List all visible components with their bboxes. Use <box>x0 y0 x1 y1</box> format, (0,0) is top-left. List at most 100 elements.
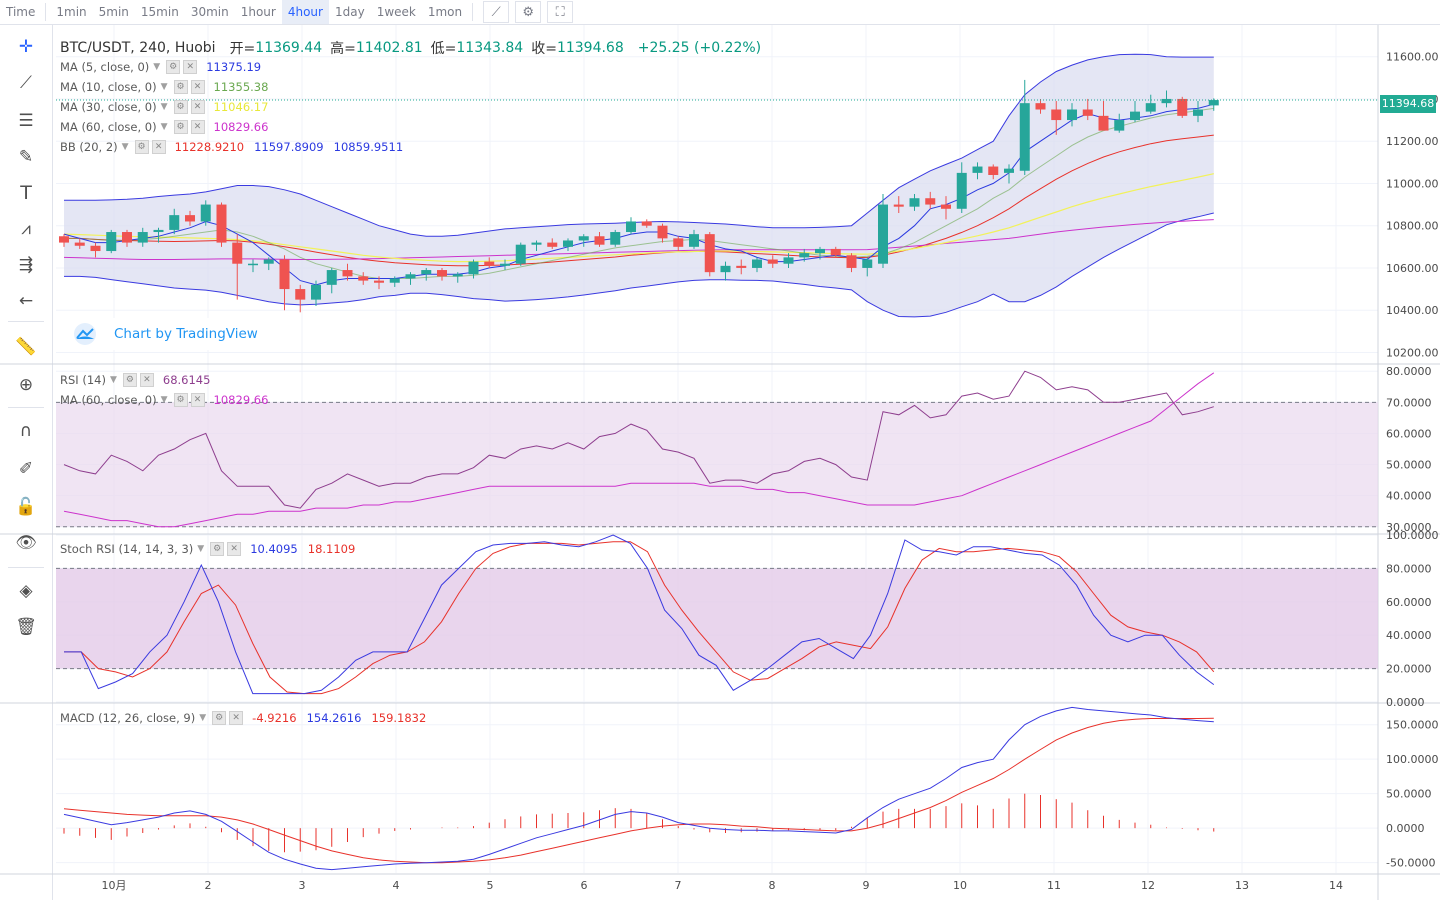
candle-body <box>626 221 636 233</box>
candle-body <box>232 242 243 264</box>
gear-icon[interactable]: ⚙ <box>173 100 188 114</box>
timeframe-time[interactable]: Time <box>6 5 36 19</box>
close-icon[interactable]: ✕ <box>190 120 205 134</box>
magnet-icon[interactable]: ∩ <box>19 421 33 441</box>
candle-body <box>783 257 794 264</box>
close-icon[interactable]: ✕ <box>139 373 154 387</box>
legend-ma60[interactable]: MA (60, close, 0) ▼ ⚙ ✕ 10829.66 <box>60 120 268 134</box>
close-icon[interactable]: ✕ <box>190 393 205 407</box>
close-icon[interactable]: ✕ <box>190 80 205 94</box>
legend-bb[interactable]: BB (20, 2) ▼ ⚙ ✕ 11228.9210 11597.8909 108… <box>60 140 403 154</box>
timeframe-1hour[interactable]: 1hour <box>240 5 276 19</box>
rsi-axis-label: 30.0000 <box>1386 521 1432 534</box>
chevron-down-icon[interactable]: ▼ <box>199 713 207 723</box>
close-icon[interactable]: ✕ <box>229 711 244 725</box>
timeframe-1day[interactable]: 1day <box>334 5 365 19</box>
fib-icon[interactable]: ☰ <box>18 111 34 131</box>
ma60-line <box>63 219 1214 260</box>
candle-body <box>610 232 621 245</box>
trend-line-icon[interactable]: ⟋ <box>20 73 32 93</box>
ruler-icon[interactable]: 📏 <box>15 337 37 357</box>
candle-body <box>815 248 825 254</box>
rsi-axis-label: 40.0000 <box>1386 490 1432 503</box>
rsi-band-fill <box>56 402 1378 527</box>
legend-stoch[interactable]: Stoch RSI (14, 14, 3, 3) ▼ ⚙ ✕ 10.4095 18.… <box>60 542 355 556</box>
candle-body <box>673 238 684 247</box>
legend-macd[interactable]: MACD (12, 26, close, 9) ▼ ⚙ ✕ -4.9216 154.… <box>60 711 426 725</box>
chevron-down-icon[interactable]: ▼ <box>153 62 161 72</box>
time-axis-label: 4 <box>393 879 400 892</box>
legend-ma30[interactable]: MA (30, close, 0) ▼ ⚙ ✕ 11046.17 <box>60 100 268 114</box>
candle-body <box>248 263 258 266</box>
eye-icon[interactable]: 👁 <box>15 533 37 553</box>
text-icon[interactable]: T <box>20 182 32 204</box>
fullscreen-icon[interactable]: ⛶ <box>547 1 574 23</box>
line-style-icon[interactable]: ⟋ <box>483 1 510 23</box>
timeframe-30min[interactable]: 30min <box>190 5 229 19</box>
legend-ma10[interactable]: MA (10, close, 0) ▼ ⚙ ✕ 11355.38 <box>60 80 268 94</box>
candle-body <box>342 270 353 277</box>
gear-icon[interactable]: ⚙ <box>173 120 188 134</box>
timeframe-1min[interactable]: 1min <box>56 5 87 19</box>
toolbar-divider <box>8 321 44 322</box>
candle-body <box>909 198 920 207</box>
chevron-down-icon[interactable]: ▼ <box>160 122 168 132</box>
last-price-tag: 11394.68 <box>1380 95 1436 113</box>
chevron-down-icon[interactable]: ▼ <box>160 102 168 112</box>
gear-icon[interactable]: ⚙ <box>166 60 181 74</box>
timeframe-1mon[interactable]: 1mon <box>427 5 463 19</box>
settings-icon[interactable]: ⚙ <box>515 1 542 23</box>
legend-rsi-ma[interactable]: MA (60, close, 0) ▼ ⚙ ✕ 10829.66 <box>60 393 268 407</box>
time-axis-label: 10 <box>953 879 967 892</box>
brush-icon[interactable]: ✎ <box>18 147 34 167</box>
chevron-down-icon[interactable]: ▼ <box>109 375 117 385</box>
unlock-icon[interactable]: 🔓 <box>15 497 37 517</box>
forecast-icon[interactable]: ⇶ <box>18 255 34 275</box>
chevron-down-icon[interactable]: ▼ <box>160 82 168 92</box>
chevron-down-icon[interactable]: ▼ <box>121 142 129 152</box>
candle-body <box>720 265 731 273</box>
gear-icon[interactable]: ⚙ <box>210 542 225 556</box>
crosshair-icon[interactable]: ✛ <box>18 37 34 57</box>
timeframe-15min[interactable]: 15min <box>140 5 179 19</box>
chevron-down-icon[interactable]: ▼ <box>160 395 168 405</box>
legend-ma5[interactable]: MA (5, close, 0) ▼ ⚙ ✕ 11375.19 <box>60 60 261 74</box>
candle-body <box>1114 120 1125 131</box>
candle-body <box>59 236 69 243</box>
gear-icon[interactable]: ⚙ <box>212 711 227 725</box>
close-icon[interactable]: ✕ <box>151 140 166 154</box>
gear-icon[interactable]: ⚙ <box>173 80 188 94</box>
stoch-axis-label: 40.0000 <box>1386 629 1432 642</box>
timeframe-1week[interactable]: 1week <box>376 5 416 19</box>
layers-icon[interactable]: ◈ <box>19 581 33 601</box>
pattern-icon[interactable]: ⩘ <box>21 219 31 239</box>
candle-body <box>421 270 432 275</box>
open-value: 11369.44 <box>255 40 323 56</box>
legend-rsi[interactable]: RSI (14) ▼ ⚙ ✕ 68.6145 <box>60 373 210 387</box>
chevron-down-icon[interactable]: ▼ <box>197 544 205 554</box>
close-icon[interactable]: ✕ <box>183 60 198 74</box>
lock-drawing-icon[interactable]: ✐ <box>18 459 34 479</box>
trash-icon[interactable]: 🗑 <box>15 617 37 637</box>
timeframe-4hour[interactable]: 4hour <box>281 0 329 24</box>
tradingview-watermark[interactable]: Chart by TradingView <box>68 318 258 350</box>
time-axis-label: 2 <box>205 879 212 892</box>
close-icon[interactable]: ✕ <box>190 100 205 114</box>
symbol-name[interactable]: BTC/USDT, 240, Huobi <box>60 40 216 56</box>
open-label: 开= <box>229 41 256 57</box>
candle-body <box>830 248 841 256</box>
back-arrow-icon[interactable]: ← <box>18 291 34 311</box>
gear-icon[interactable]: ⚙ <box>173 393 188 407</box>
gear-icon[interactable]: ⚙ <box>122 373 137 387</box>
candle-body <box>563 240 573 247</box>
close-icon[interactable]: ✕ <box>227 542 242 556</box>
gear-icon[interactable]: ⚙ <box>134 140 149 154</box>
legend-macd-signal: 159.1832 <box>371 711 427 725</box>
zoom-in-icon[interactable]: ⊕ <box>18 375 34 395</box>
macd-axis-label: 150.0000 <box>1386 719 1439 732</box>
legend-macd-name: MACD (12, 26, close, 9) <box>60 711 196 725</box>
rsi-axis-label: 80.0000 <box>1386 365 1432 378</box>
timeframe-5min[interactable]: 5min <box>98 5 129 19</box>
candle-body <box>704 234 715 273</box>
